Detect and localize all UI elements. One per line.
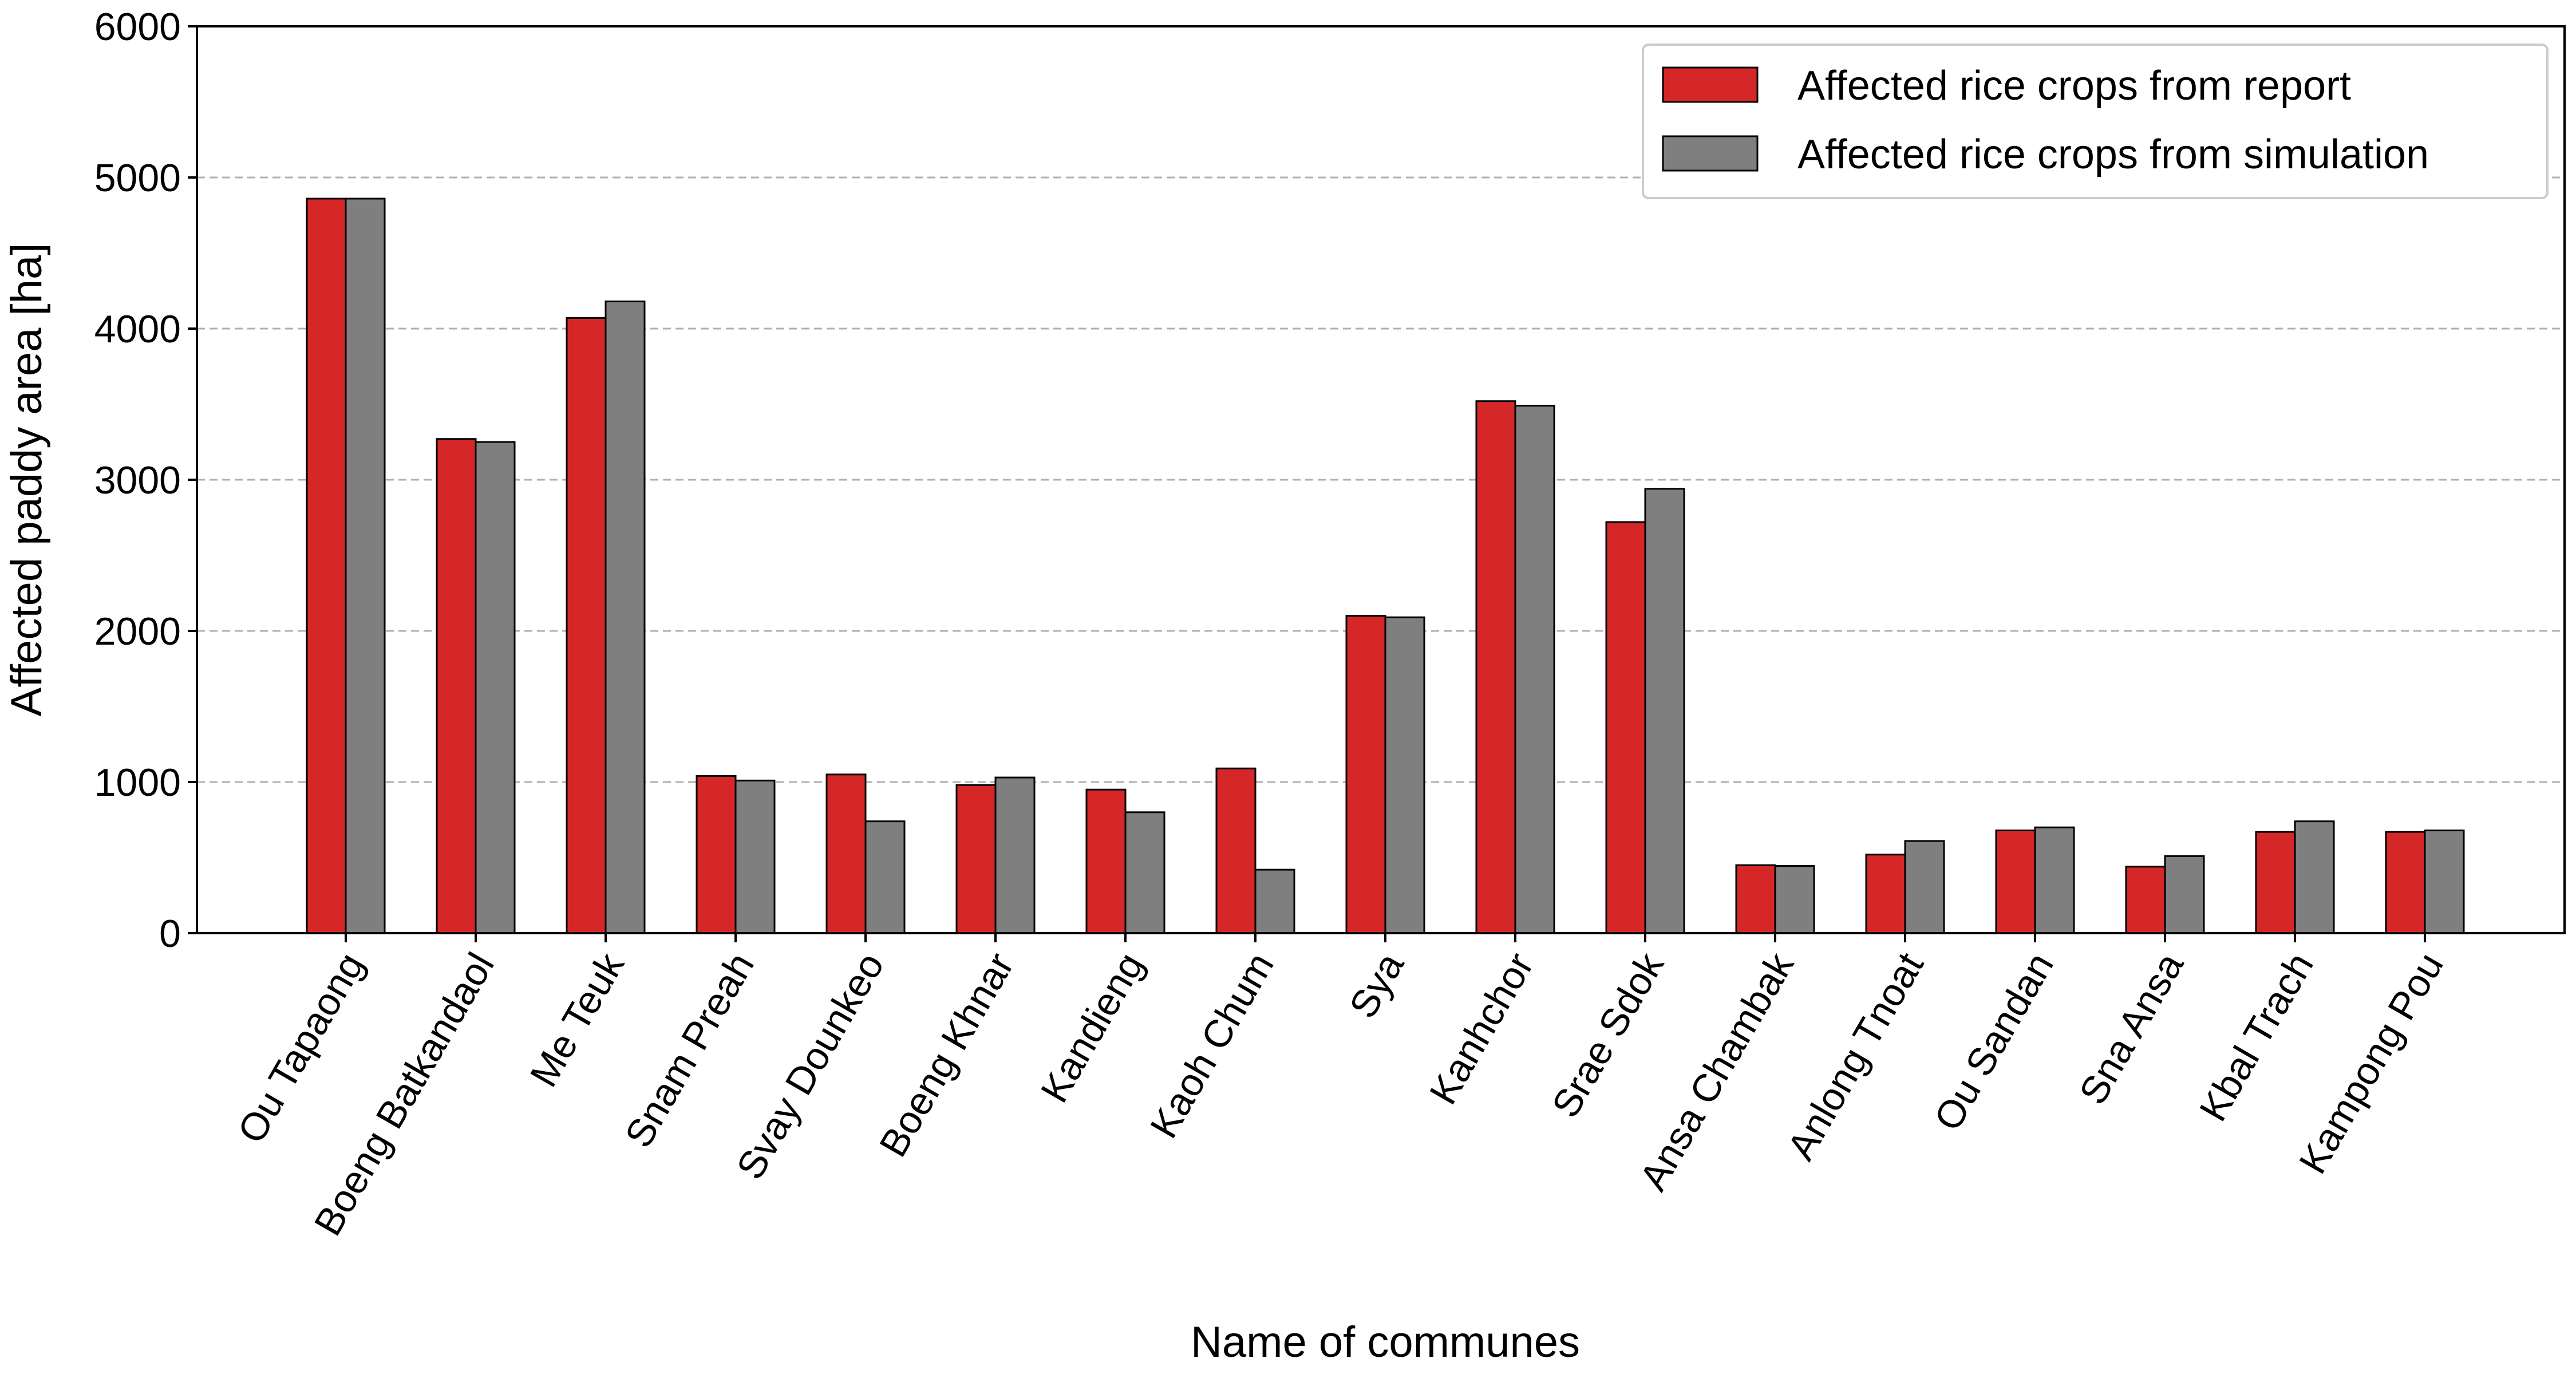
x-tick-label: Kampong Pou (2291, 946, 2452, 1181)
bar-simulation (2164, 855, 2205, 934)
legend-frame (1642, 44, 2549, 199)
bar-report (1735, 864, 1776, 934)
bar-report (696, 775, 737, 934)
bar-simulation (475, 441, 516, 934)
bar-report (566, 317, 607, 934)
bar-report (306, 198, 347, 934)
y-tick-label: 2000 (94, 610, 181, 653)
bar-report (1865, 854, 1906, 934)
bar-simulation (605, 300, 646, 934)
y-tick-label: 6000 (94, 5, 181, 49)
bar-simulation (864, 820, 906, 934)
bar-simulation (994, 776, 1036, 934)
bar-report (1475, 400, 1516, 934)
bar-simulation (1774, 865, 1815, 934)
bar-report (1215, 767, 1257, 934)
x-tick-label: Sya (1341, 945, 1412, 1025)
x-tick-label: Sna Ansa (2071, 945, 2192, 1111)
legend-swatch-simulation (1662, 135, 1759, 172)
bar-simulation (1644, 488, 1685, 934)
bars (306, 198, 2465, 934)
x-tick-label: Boeng Khnar (871, 946, 1022, 1164)
y-tick-label: 4000 (94, 307, 181, 351)
bar-report (1345, 615, 1386, 934)
y-tick-label: 3000 (94, 459, 181, 502)
bar-simulation (1904, 840, 1945, 934)
bar-report (825, 773, 867, 934)
bar-report (1995, 829, 2036, 934)
bar-report (955, 784, 997, 934)
legend: Affected rice crops from report Affected… (1642, 44, 2549, 199)
bar-simulation (734, 779, 776, 934)
bar-simulation (2034, 826, 2075, 934)
bar-simulation (1124, 811, 1165, 934)
x-tick-label: Kandieng (1032, 946, 1152, 1110)
bar-report (436, 438, 477, 934)
y-tick-label: 0 (159, 912, 181, 956)
bar-report (2255, 831, 2296, 934)
x-tick-label: Snam Preah (617, 946, 762, 1155)
bar-simulation (1514, 405, 1555, 934)
x-tick-label: Kanhchor (1421, 946, 1542, 1112)
bar-report (1085, 788, 1127, 934)
x-tick-label: Ou Tapaong (230, 946, 373, 1151)
bar-simulation (1254, 868, 1295, 934)
y-tick-label: 1000 (94, 761, 181, 804)
x-axis-title: Name of communes (1191, 1318, 1580, 1367)
y-axis-title: Affected paddy area [ha] (2, 243, 51, 717)
bar-simulation (1384, 616, 1425, 934)
y-axis-ticks: 0 1000 2000 3000 4000 5000 6000 (94, 5, 197, 956)
bar-report (2125, 866, 2166, 934)
x-tick-label: Kbal Trach (2191, 946, 2322, 1129)
legend-label-report: Affected rice crops from report (1797, 63, 2351, 109)
x-tick-label: Srae Sdok (1543, 945, 1672, 1125)
bar-simulation (345, 198, 386, 934)
bar-simulation (2424, 829, 2465, 934)
y-tick-label: 5000 (94, 156, 181, 200)
x-tick-label: Anlong Tnoat (1779, 945, 1933, 1167)
x-tick-label: Me Teuk (521, 945, 633, 1094)
legend-swatch-report (1662, 66, 1759, 103)
legend-label-simulation: Affected rice crops from simulation (1797, 132, 2429, 177)
x-tick-label: Ou Sandan (1926, 946, 2062, 1138)
bar-simulation (2294, 820, 2335, 934)
x-tick-label: Kaoh Chum (1142, 946, 1282, 1146)
bar-report (1605, 521, 1646, 934)
bar-report (2385, 831, 2426, 934)
